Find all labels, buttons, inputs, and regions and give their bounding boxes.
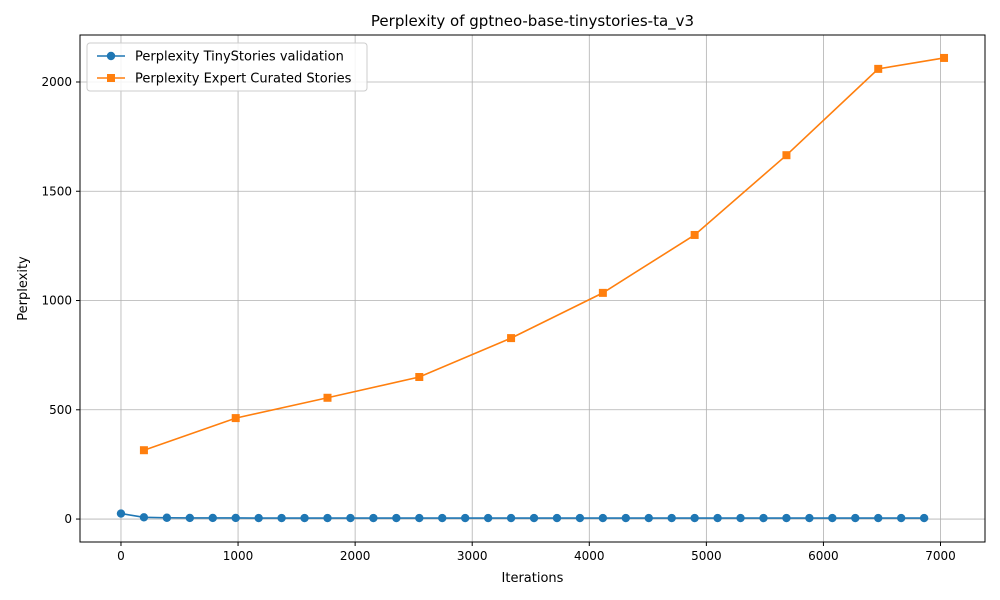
data-point-square (415, 373, 424, 382)
x-axis-label: Iterations (502, 571, 564, 586)
data-point-circle (690, 513, 699, 523)
data-point-circle (736, 513, 745, 523)
chart-title: Perplexity of gptneo-base-tinystories-ta… (371, 12, 694, 31)
data-point-circle (208, 513, 217, 523)
data-point-circle (598, 513, 608, 523)
x-tick-label: 7000 (925, 549, 956, 563)
data-point-circle (621, 513, 631, 523)
data-point-circle (759, 513, 768, 523)
series-line (143, 57, 945, 451)
data-point-square (598, 288, 607, 297)
data-point-circle (874, 513, 883, 523)
y-tick-label: 1000 (41, 294, 72, 308)
data-point-circle (277, 513, 286, 523)
data-point-circle (919, 513, 929, 523)
data-point-circle (483, 513, 493, 523)
data-point-circle (438, 513, 447, 523)
data-point-circle (805, 513, 814, 523)
data-point-square (690, 230, 699, 239)
data-point-circle (346, 513, 355, 523)
data-point-circle (575, 513, 585, 523)
x-tick-label: 3000 (457, 549, 488, 563)
data-point-circle (896, 513, 906, 523)
data-point-circle (369, 513, 378, 523)
data-point-square (874, 64, 883, 73)
x-tick-label: 2000 (340, 549, 371, 563)
data-point-circle (162, 513, 172, 522)
data-point-square (782, 151, 791, 160)
x-tick-label: 0 (117, 549, 125, 563)
data-point-circle (552, 513, 562, 523)
x-tick-label: 6000 (808, 549, 839, 563)
data-point-circle (828, 513, 837, 523)
data-point-circle (667, 513, 676, 523)
data-point-circle (106, 51, 116, 61)
data-point-square (507, 334, 516, 343)
series-1 (116, 509, 929, 523)
data-point-circle (851, 513, 860, 523)
data-point-square (231, 414, 240, 423)
data-point-circle (231, 513, 240, 523)
data-point-square (323, 393, 332, 402)
data-point-circle (415, 513, 424, 523)
y-tick-label: 0 (64, 512, 72, 526)
legend-label: Perplexity TinyStories validation (135, 50, 344, 65)
y-axis-label: Perplexity (16, 256, 31, 321)
y-tick-label: 2000 (41, 75, 72, 89)
x-tick-label: 5000 (691, 549, 722, 563)
data-point-circle (392, 513, 401, 523)
series-line (120, 512, 925, 519)
data-point-circle (644, 513, 653, 523)
legend: Perplexity TinyStories validation Perplex… (86, 42, 368, 92)
data-point-circle (529, 513, 539, 523)
data-point-square (107, 74, 115, 82)
y-tick-label: 500 (49, 403, 72, 417)
legend-label: Perplexity Expert Curated Stories (135, 72, 352, 87)
data-point-circle (782, 513, 791, 523)
data-point-circle (254, 513, 263, 523)
data-point-circle (116, 509, 126, 518)
data-point-circle (460, 513, 470, 523)
legend-box (86, 42, 368, 92)
data-point-circle (323, 513, 332, 523)
series-2 (139, 53, 949, 455)
data-point-circle (139, 513, 149, 522)
data-point-square (139, 446, 148, 455)
y-tick-label: 1500 (41, 184, 72, 198)
x-tick-label: 4000 (574, 549, 605, 563)
data-point-square (940, 53, 949, 62)
data-point-circle (713, 513, 722, 523)
plot-frame (79, 34, 986, 543)
data-point-circle (506, 513, 516, 523)
data-point-circle (185, 513, 195, 523)
x-tick-label: 1000 (223, 549, 254, 563)
data-point-circle (300, 513, 309, 523)
